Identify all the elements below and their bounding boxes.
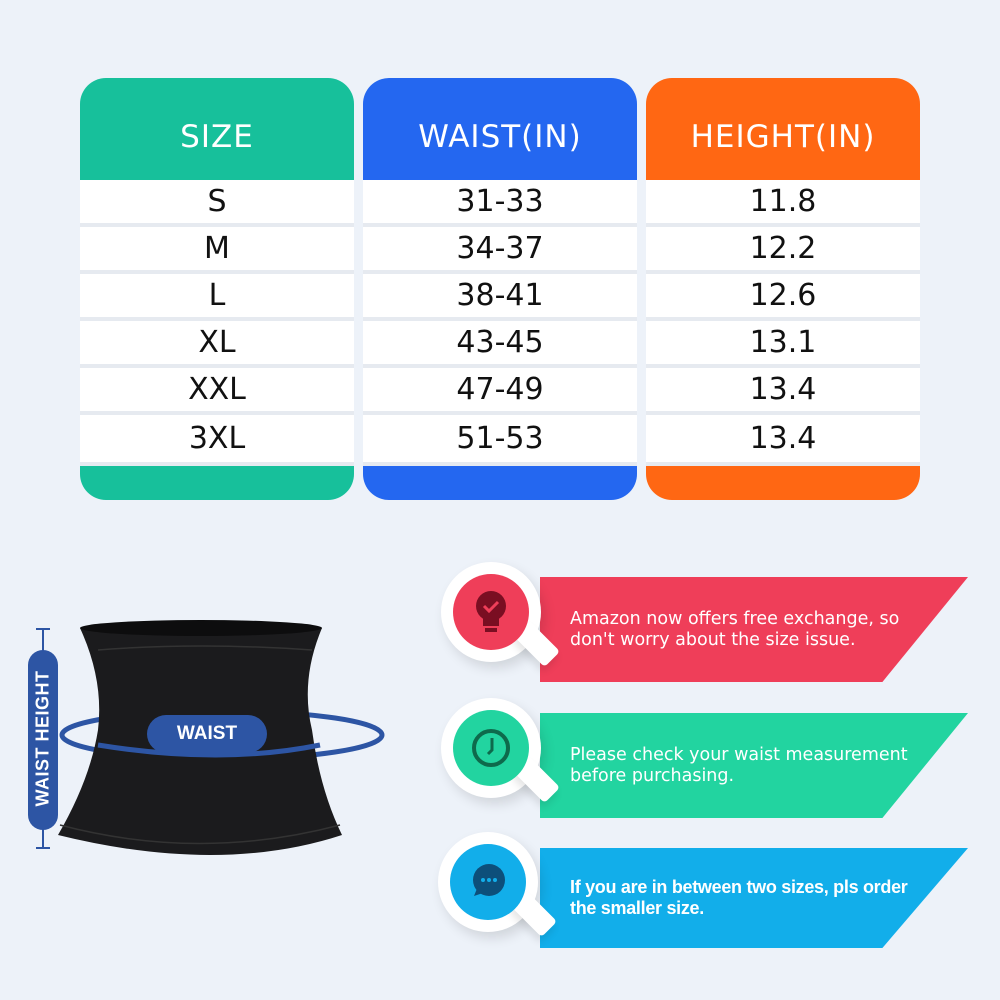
waist-trainer-image bbox=[28, 620, 385, 855]
tip-text: Amazon now offers free exchange, so don'… bbox=[570, 608, 900, 650]
waist-label: WAIST bbox=[176, 723, 238, 744]
height-column: HEIGHT(IN) 11.8 12.2 12.6 13.1 13.4 13.4 bbox=[646, 78, 920, 500]
table-cell: 13.1 bbox=[646, 321, 920, 368]
table-cell: M bbox=[80, 227, 354, 274]
table-cell: 34-37 bbox=[363, 227, 637, 274]
clock-icon bbox=[453, 710, 529, 786]
tip-text: If you are in between two sizes, pls ord… bbox=[570, 877, 908, 918]
table-cell: S bbox=[80, 180, 354, 227]
table-cell: 43-45 bbox=[363, 321, 637, 368]
table-cell: 11.8 bbox=[646, 180, 920, 227]
size-column: SIZE S M L XL XXL 3XL bbox=[80, 78, 354, 500]
lightbulb-check-icon bbox=[453, 574, 529, 650]
table-cell: 12.2 bbox=[646, 227, 920, 274]
table-cell: 31-33 bbox=[363, 180, 637, 227]
column-header: HEIGHT(IN) bbox=[646, 78, 920, 180]
tip-banner-measure: Please check your waist measurement befo… bbox=[540, 713, 968, 818]
tip-badge bbox=[438, 832, 538, 932]
table-cell: XXL bbox=[80, 368, 354, 415]
chat-bubble-icon bbox=[450, 844, 526, 920]
table-cell: 51-53 bbox=[456, 421, 544, 456]
column-header: WAIST(IN) bbox=[363, 78, 637, 180]
table-cell: XL bbox=[80, 321, 354, 368]
tip-banner-smaller-size: If you are in between two sizes, pls ord… bbox=[540, 848, 968, 948]
table-cell: L bbox=[80, 274, 354, 321]
table-cell: 3XL bbox=[188, 421, 246, 456]
tip-badge bbox=[441, 562, 541, 662]
tip-text: Please check your waist measurement befo… bbox=[570, 744, 908, 786]
table-cell: 13.4 bbox=[646, 368, 920, 415]
waist-height-label: WAIST HEIGHT bbox=[32, 670, 53, 807]
table-cell: 38-41 bbox=[363, 274, 637, 321]
table-cell: 47-49 bbox=[363, 368, 637, 415]
tip-banner-exchange: Amazon now offers free exchange, so don'… bbox=[540, 577, 968, 682]
tip-badge bbox=[441, 698, 541, 798]
waist-column: WAIST(IN) 31-33 34-37 38-41 43-45 47-49 … bbox=[363, 78, 637, 500]
table-cell: 12.6 bbox=[646, 274, 920, 321]
column-header: SIZE bbox=[80, 78, 354, 180]
table-cell: 13.4 bbox=[749, 421, 817, 456]
